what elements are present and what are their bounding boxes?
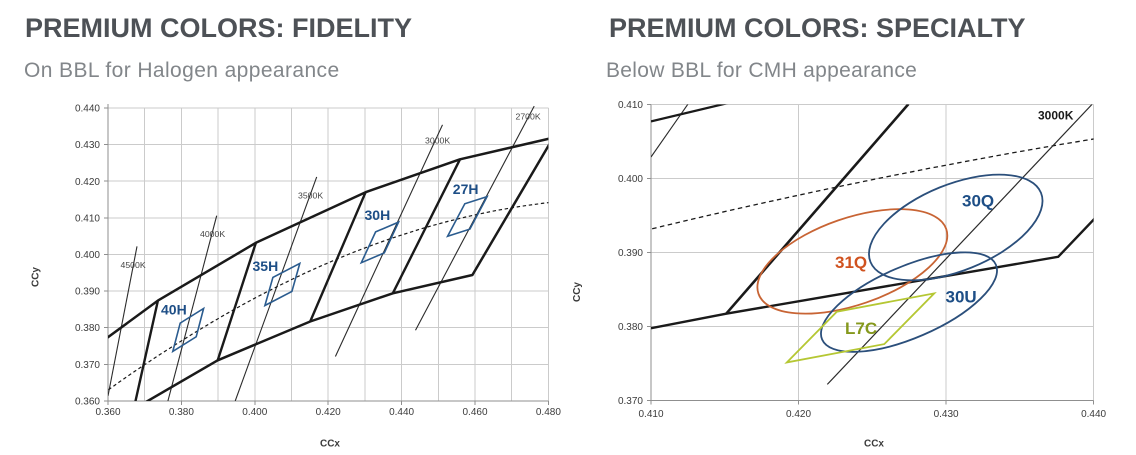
svg-text:30Q: 30Q: [962, 192, 994, 211]
svg-text:0.420: 0.420: [75, 177, 100, 188]
svg-text:30U: 30U: [946, 288, 977, 307]
svg-text:0.400: 0.400: [618, 174, 643, 185]
svg-text:0.400: 0.400: [242, 407, 267, 418]
svg-text:0.380: 0.380: [169, 407, 194, 418]
svg-text:PREMIUM COLORS: FIDELITY: PREMIUM COLORS: FIDELITY: [25, 13, 412, 43]
svg-text:0.440: 0.440: [75, 104, 100, 115]
svg-text:0.380: 0.380: [618, 322, 643, 333]
svg-text:PREMIUM COLORS: SPECIALTY: PREMIUM COLORS: SPECIALTY: [609, 13, 1026, 43]
svg-text:0.360: 0.360: [75, 397, 100, 408]
svg-text:0.370: 0.370: [75, 360, 100, 371]
svg-text:0.410: 0.410: [618, 100, 643, 111]
svg-text:0.480: 0.480: [536, 407, 561, 418]
svg-text:0.390: 0.390: [618, 248, 643, 259]
svg-text:CCy: CCy: [572, 282, 583, 302]
svg-text:4000K: 4000K: [200, 229, 225, 239]
svg-text:0.380: 0.380: [75, 323, 100, 334]
svg-text:0.410: 0.410: [75, 213, 100, 224]
svg-text:0.420: 0.420: [316, 407, 341, 418]
svg-text:3500K: 3500K: [298, 191, 323, 201]
svg-text:0.440: 0.440: [1081, 409, 1106, 420]
svg-text:CCy: CCy: [31, 267, 42, 287]
svg-text:CCx: CCx: [864, 439, 884, 450]
svg-text:3000K: 3000K: [1038, 109, 1074, 123]
svg-text:30H: 30H: [365, 207, 391, 223]
svg-text:27H: 27H: [453, 181, 479, 197]
svg-text:Below BBL for CMH appearance: Below BBL for CMH appearance: [606, 59, 917, 82]
svg-text:0.430: 0.430: [934, 409, 959, 420]
svg-text:0.430: 0.430: [75, 140, 100, 151]
svg-text:3000K: 3000K: [425, 136, 450, 146]
svg-text:On BBL for Halogen appearance: On BBL for Halogen appearance: [24, 59, 340, 82]
svg-text:31Q: 31Q: [835, 253, 867, 272]
svg-text:0.440: 0.440: [389, 407, 414, 418]
svg-text:4500K: 4500K: [121, 260, 146, 270]
svg-text:40H: 40H: [161, 302, 187, 318]
svg-text:0.390: 0.390: [75, 287, 100, 298]
svg-text:0.400: 0.400: [75, 250, 100, 261]
svg-text:0.370: 0.370: [618, 396, 643, 407]
svg-text:0.360: 0.360: [95, 407, 120, 418]
svg-text:0.460: 0.460: [462, 407, 487, 418]
svg-text:35H: 35H: [253, 258, 279, 274]
svg-text:2700K: 2700K: [516, 112, 541, 122]
svg-text:CCx: CCx: [320, 439, 340, 450]
svg-text:L7C: L7C: [845, 319, 877, 338]
svg-text:0.420: 0.420: [786, 409, 811, 420]
svg-text:0.410: 0.410: [638, 409, 663, 420]
